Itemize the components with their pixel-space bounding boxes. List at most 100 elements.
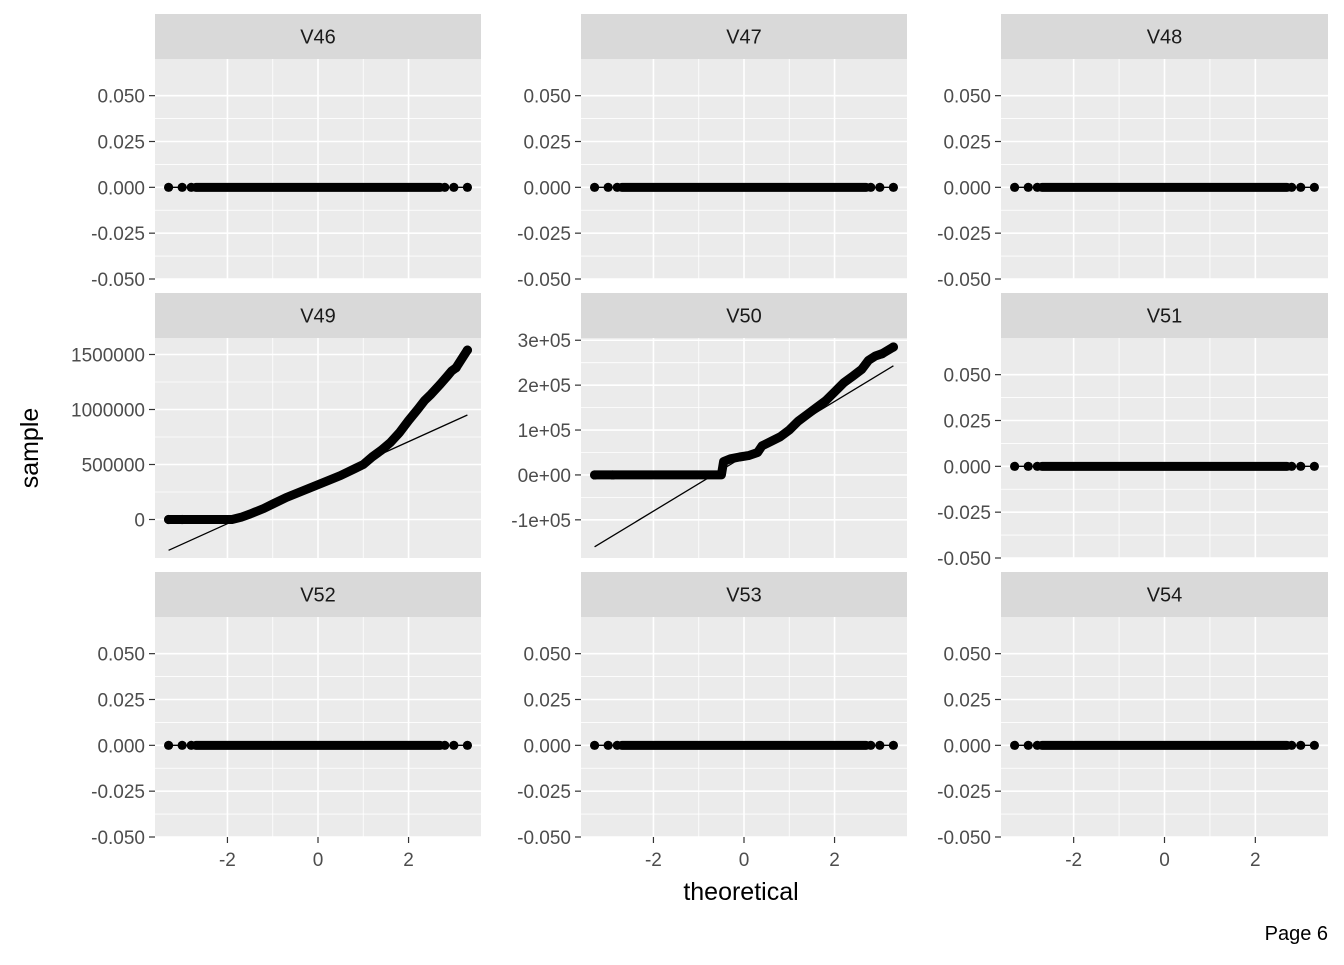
sample-point [589, 740, 600, 750]
facet-v52: V52 0.050 0.025 0.000 -0.025 -0.050 -2 0 2 [91, 572, 481, 871]
sample-point [1023, 461, 1033, 471]
y-tick-label: 0.050 [523, 645, 571, 666]
y-tick-label: -0.025 [937, 224, 991, 245]
strip-label-v54: V54 [1147, 585, 1183, 607]
y-tick-label: 0.050 [523, 87, 571, 108]
x-tick-label: -2 [219, 850, 236, 871]
sample-point [462, 740, 473, 750]
sample-quantile-band [164, 345, 472, 524]
strip-label-v49: V49 [300, 306, 336, 328]
x-tick-label: -2 [645, 850, 662, 871]
y-tick-label: 0.000 [943, 178, 991, 199]
y-tick-label: 1500000 [71, 346, 145, 367]
sample-point [1309, 182, 1319, 192]
data-layer-v48 [1010, 182, 1319, 192]
y-tick-label: 0.050 [97, 645, 145, 666]
facet-panels: V46 0.050 0.025 0.000 -0.025 -0.050 V47 0.050 0.… [71, 14, 1328, 871]
y-tick-label: 0.025 [97, 133, 145, 154]
sample-point [888, 740, 899, 750]
strip-label-v52: V52 [300, 585, 336, 607]
sample-point [1287, 461, 1297, 471]
y-tick-label: -0.050 [937, 270, 991, 291]
sample-point [1023, 182, 1033, 192]
sample-point [603, 740, 613, 750]
sample-point [451, 363, 461, 373]
y-tick-label: 0.050 [97, 87, 145, 108]
sample-point [866, 740, 876, 750]
strip-label-v47: V47 [726, 27, 762, 49]
y-tick-label: 0.000 [523, 178, 571, 199]
y-axis-title: sample [16, 408, 44, 489]
y-tick-label: 0e+00 [518, 466, 571, 487]
strip-v47 [581, 14, 907, 59]
strip-label-v50: V50 [726, 306, 762, 328]
sample-point [1032, 740, 1042, 750]
sample-point [612, 182, 622, 192]
y-tick-label: -0.025 [91, 224, 145, 245]
y-tick-label: 0.025 [943, 412, 991, 433]
y-tick-label: 0.000 [943, 457, 991, 478]
strip-v52 [155, 572, 481, 617]
sample-point [1296, 461, 1306, 471]
y-tick-label: -0.050 [517, 828, 571, 849]
y-tick-label: -0.050 [91, 828, 145, 849]
strip-v49 [155, 293, 481, 338]
sample-point [1287, 740, 1297, 750]
y-tick-label: -0.025 [517, 224, 571, 245]
facet-v53: V53 0.050 0.025 0.000 -0.025 -0.050 -2 0 2 [517, 572, 907, 871]
data-layer-v47 [589, 182, 899, 192]
page-number: Page 6 [1264, 923, 1328, 945]
y-tick-label: 0.050 [943, 645, 991, 666]
y-tick-label: 0.025 [943, 691, 991, 712]
sample-point [163, 514, 174, 525]
y-tick-label: 0.025 [523, 133, 571, 154]
sample-point [1032, 461, 1042, 471]
data-layer-v54 [1010, 740, 1319, 750]
data-layer-v53 [589, 740, 899, 750]
strip-label-v48: V48 [1147, 27, 1183, 49]
x-tick-label: -2 [1065, 850, 1082, 871]
x-axis-title: theoretical [683, 878, 798, 906]
strip-v53 [581, 572, 907, 617]
facet-v50: V50 3e+05 2e+05 1e+05 0e+00 -1e+05 [511, 293, 907, 558]
sample-point [163, 740, 174, 750]
sample-point [875, 182, 885, 192]
sample-point [186, 740, 196, 750]
y-tick-label: 0.050 [943, 366, 991, 387]
data-layer-v51 [1010, 461, 1319, 471]
sample-point [888, 182, 899, 192]
sample-point [186, 182, 196, 192]
facet-v54: V54 0.050 0.025 0.000 -0.025 -0.050 -2 0 2 [937, 572, 1328, 871]
data-layer-v49 [163, 345, 473, 551]
data-layer-v52 [163, 740, 473, 750]
y-tick-label: 0.025 [943, 133, 991, 154]
x-tick-label: 0 [313, 850, 324, 871]
y-tick-label: -1e+05 [511, 511, 571, 532]
sample-point [589, 470, 600, 480]
sample-point [1287, 182, 1297, 192]
y-tick-label: 500000 [82, 456, 145, 477]
sample-point [1010, 182, 1020, 192]
facet-v49: V49 1500000 1000000 500000 0 [71, 293, 481, 558]
y-tick-label: 0.025 [523, 691, 571, 712]
facet-v46: V46 0.050 0.025 0.000 -0.025 -0.050 [91, 14, 481, 291]
x-tick-label: 2 [829, 850, 840, 871]
y-tick-label: 0.000 [943, 736, 991, 757]
x-tick-label: 2 [403, 850, 414, 871]
strip-v46 [155, 14, 481, 59]
x-tick-label: 2 [1250, 850, 1261, 871]
strip-label-v46: V46 [300, 27, 336, 49]
sample-point [440, 182, 450, 192]
y-tick-label: -0.025 [937, 782, 991, 803]
sample-point [608, 470, 618, 480]
sample-point [449, 182, 459, 192]
sample-quantile-band [590, 342, 898, 480]
sample-point [612, 740, 622, 750]
data-layer-v46 [163, 182, 473, 192]
strip-v54 [1001, 572, 1328, 617]
y-tick-label: 0 [134, 511, 145, 532]
x-tick-label: 0 [739, 850, 750, 871]
sample-point [888, 342, 899, 352]
y-tick-label: -0.050 [91, 270, 145, 291]
y-tick-label: -0.025 [937, 503, 991, 524]
